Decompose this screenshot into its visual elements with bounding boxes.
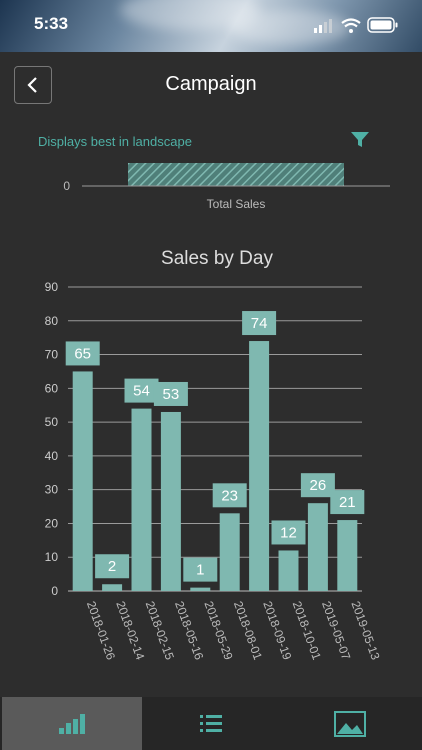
tab-image[interactable] [280, 697, 420, 750]
chart-x-ticks: 2018-01-262018-02-142018-02-152018-05-16… [84, 599, 383, 662]
y-tick-label: 70 [45, 348, 59, 362]
bar [160, 411, 181, 591]
battery-icon [367, 17, 398, 33]
data-label: 1 [196, 562, 204, 579]
data-label-box [212, 483, 247, 508]
x-tick-label: 2019-05-07 [319, 599, 353, 662]
bar [102, 584, 123, 591]
back-button[interactable] [14, 66, 52, 104]
data-label-box [183, 557, 218, 582]
y-tick-label: 30 [45, 483, 59, 497]
total-sales-summary: 0 Total Sales [63, 163, 390, 211]
y-tick-label: 80 [45, 314, 59, 328]
summary-axis-label: Total Sales [207, 197, 266, 211]
data-label-box [65, 341, 100, 366]
x-tick-label: 2018-02-15 [143, 599, 177, 662]
tab-chart[interactable] [2, 697, 142, 750]
chart-title: Sales by Day [161, 248, 273, 269]
total-sales-bar [128, 163, 344, 186]
data-label: 23 [221, 487, 238, 504]
x-tick-label: 2018-10-01 [290, 599, 324, 662]
data-label: 65 [74, 345, 91, 362]
y-tick-label: 20 [45, 516, 59, 530]
chart-data-labels: 65 2 54 53 1 23 74 12 26 21 [65, 311, 365, 582]
bar [190, 587, 211, 591]
bar [249, 341, 270, 591]
data-label-box [330, 490, 365, 515]
y-tick-label: 40 [45, 449, 59, 463]
status-bar: 5:33 [0, 0, 422, 52]
x-tick-label: 2018-02-14 [113, 599, 147, 662]
bar-chart-icon [59, 713, 85, 734]
y-tick-label: 50 [45, 415, 59, 429]
data-label: 21 [339, 494, 356, 511]
data-label-box [300, 473, 335, 498]
chevron-left-icon [27, 77, 37, 93]
y-tick-label: 60 [45, 381, 59, 395]
list-icon [200, 714, 222, 732]
signal-icon [314, 19, 332, 33]
data-label-box [271, 520, 306, 545]
data-label: 12 [280, 524, 297, 541]
landscape-hint: Displays best in landscape [38, 134, 192, 149]
chart-grid: 0 10 20 30 40 50 60 70 80 90 [45, 280, 362, 598]
bar [337, 520, 358, 591]
x-tick-label: 2018-01-26 [84, 599, 118, 662]
bar [131, 408, 152, 591]
image-icon [334, 710, 366, 737]
x-tick-label: 2018-05-16 [172, 599, 206, 662]
tab-bar [0, 697, 422, 750]
bar [278, 550, 299, 591]
data-label-box [95, 554, 130, 579]
filter-icon[interactable] [350, 131, 370, 149]
page-title: Campaign [165, 73, 257, 95]
data-label: 26 [310, 477, 327, 494]
data-label-box [242, 311, 277, 336]
data-label: 74 [251, 315, 268, 332]
status-icons [314, 17, 398, 33]
chart-bars [72, 341, 358, 591]
x-tick-label: 2018-05-29 [201, 599, 235, 662]
data-label: 53 [163, 386, 180, 403]
x-tick-label: 2018-08-01 [231, 599, 265, 662]
status-time: 5:33 [34, 14, 69, 33]
sales-by-day-chart: Sales by Day 0 10 20 30 40 50 60 70 80 90 65 2 54 53… [45, 248, 383, 662]
x-tick-label: 2019-05-13 [348, 599, 382, 662]
data-label-box [124, 378, 159, 403]
bar [307, 503, 328, 591]
data-label: 54 [133, 383, 150, 400]
y-tick-label: 90 [45, 280, 59, 294]
data-label: 2 [108, 558, 116, 575]
summary-zero-label: 0 [63, 179, 70, 193]
nav-bar: Campaign [0, 52, 422, 116]
bar [72, 371, 93, 591]
bar [219, 513, 240, 591]
y-tick-label: 0 [51, 584, 58, 598]
wifi-icon [341, 18, 361, 33]
x-tick-label: 2018-09-19 [260, 599, 294, 662]
y-tick-label: 10 [45, 550, 59, 564]
tab-list[interactable] [141, 697, 281, 750]
data-label-box [153, 381, 188, 406]
